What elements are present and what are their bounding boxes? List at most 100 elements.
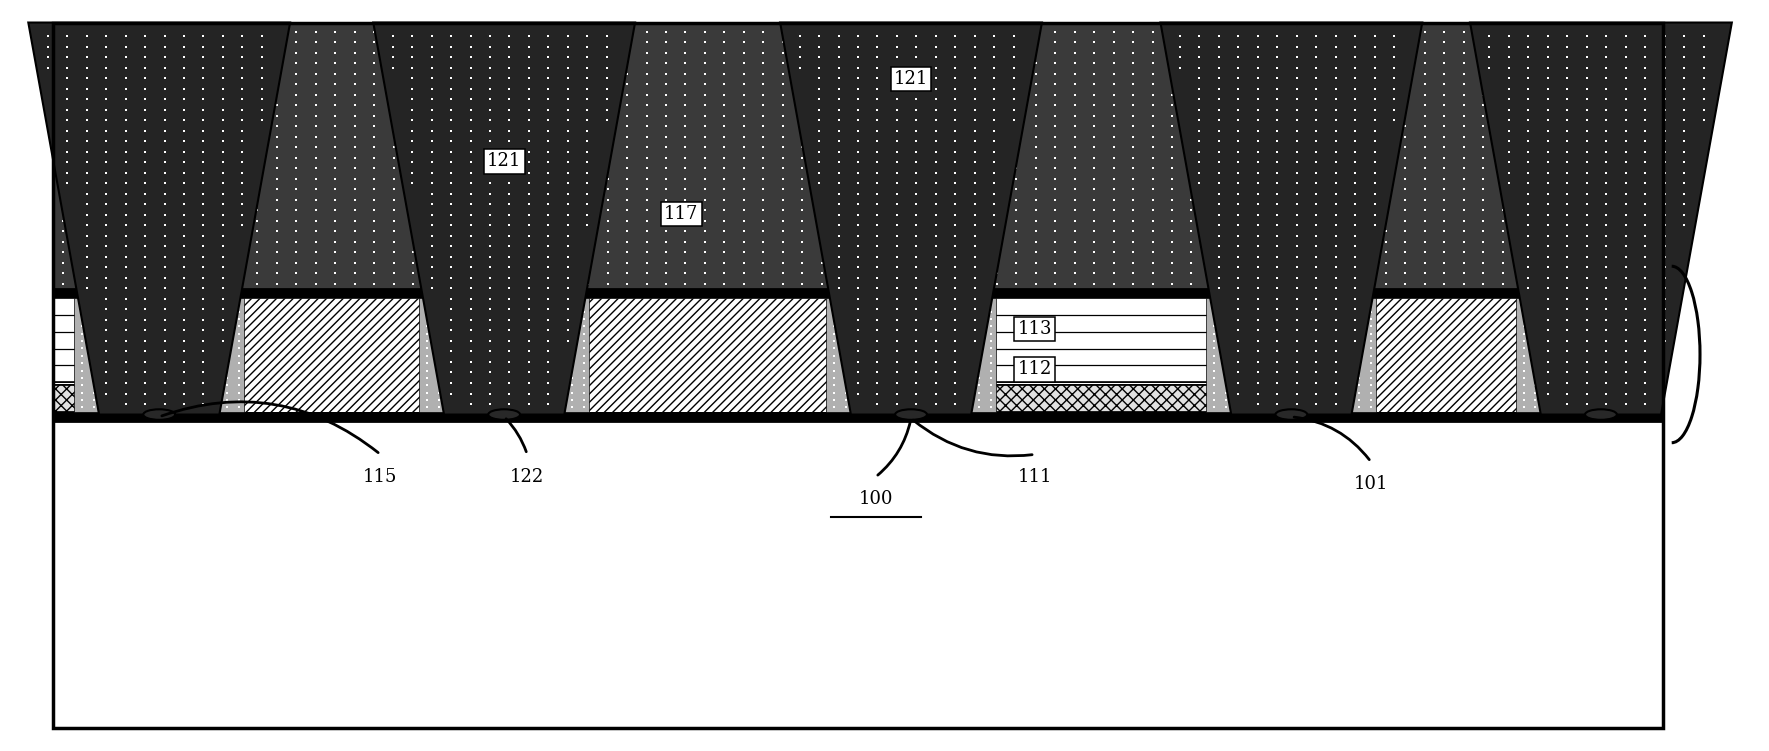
- Point: [750, 173, 778, 185]
- Point: [867, 57, 895, 69]
- Point: [945, 131, 973, 143]
- Point: [976, 401, 1005, 413]
- Point: [170, 324, 198, 336]
- Point: [478, 131, 506, 143]
- Point: [1178, 110, 1206, 122]
- Point: [458, 99, 486, 111]
- Point: [941, 177, 969, 189]
- Point: [883, 177, 911, 189]
- Point: [1495, 62, 1523, 74]
- Point: [1178, 47, 1206, 59]
- Point: [808, 141, 837, 153]
- Point: [824, 135, 853, 147]
- Point: [412, 306, 440, 318]
- Point: [1237, 110, 1265, 122]
- Point: [1631, 41, 1659, 53]
- Point: [398, 62, 426, 74]
- Point: [1263, 167, 1291, 179]
- Point: [1321, 377, 1350, 389]
- Point: [131, 62, 159, 74]
- Point: [1534, 345, 1562, 357]
- Point: [1256, 131, 1284, 143]
- Point: [1489, 162, 1518, 174]
- Point: [1224, 198, 1252, 210]
- Point: [536, 110, 564, 122]
- Point: [594, 110, 623, 122]
- Point: [984, 215, 1012, 227]
- Point: [212, 327, 241, 339]
- Point: [1302, 366, 1330, 379]
- Point: [1357, 327, 1385, 339]
- Point: [593, 62, 621, 74]
- Point: [147, 99, 173, 111]
- Point: [515, 41, 543, 53]
- Point: [439, 36, 467, 48]
- Point: [302, 89, 331, 101]
- Point: [1081, 152, 1109, 164]
- Point: [554, 104, 582, 116]
- Point: [108, 57, 136, 69]
- Point: [1553, 167, 1581, 179]
- Point: [789, 99, 817, 111]
- Point: [867, 68, 895, 80]
- Point: [1217, 278, 1245, 290]
- Point: [1521, 372, 1550, 384]
- Point: [1509, 246, 1537, 258]
- Point: [1061, 141, 1090, 153]
- Point: [1120, 173, 1148, 185]
- Point: [863, 230, 892, 242]
- Point: [302, 36, 331, 48]
- Point: [770, 278, 798, 290]
- Point: [1302, 209, 1330, 221]
- Point: [1120, 141, 1148, 153]
- Point: [1178, 215, 1206, 227]
- Point: [1534, 72, 1562, 84]
- Point: [1244, 314, 1272, 326]
- Point: [1431, 89, 1459, 101]
- Point: [1489, 26, 1518, 38]
- Point: [945, 215, 973, 227]
- Point: [1373, 236, 1401, 248]
- Point: [225, 99, 253, 111]
- Point: [980, 41, 1008, 53]
- Point: [1263, 177, 1291, 189]
- Point: [750, 204, 778, 216]
- Point: [73, 240, 101, 252]
- Point: [902, 41, 930, 53]
- Point: [170, 30, 198, 42]
- Point: [594, 89, 623, 101]
- Point: [1341, 83, 1369, 95]
- Point: [248, 83, 276, 95]
- Point: [867, 278, 895, 290]
- Point: [439, 120, 467, 132]
- Point: [456, 398, 485, 410]
- Point: [906, 68, 934, 80]
- Point: [1139, 110, 1168, 122]
- Point: [380, 267, 409, 279]
- Point: [147, 141, 173, 153]
- Point: [805, 114, 833, 126]
- Point: [1514, 104, 1543, 116]
- Point: [458, 267, 486, 279]
- Point: [283, 110, 311, 122]
- Point: [515, 366, 543, 379]
- Point: [1573, 282, 1601, 294]
- Point: [828, 152, 856, 164]
- Point: [1224, 219, 1252, 231]
- Point: [1489, 246, 1518, 258]
- Point: [108, 120, 136, 132]
- Point: [1553, 41, 1581, 53]
- Point: [922, 261, 950, 273]
- Point: [283, 278, 311, 290]
- Point: [108, 99, 136, 111]
- Point: [1244, 356, 1272, 368]
- Point: [554, 230, 582, 242]
- Point: [80, 327, 108, 339]
- Point: [48, 47, 78, 59]
- Point: [633, 194, 662, 206]
- Point: [555, 99, 584, 111]
- Point: [1553, 83, 1581, 95]
- Point: [111, 146, 140, 158]
- Point: [886, 110, 915, 122]
- Bar: [971, 385, 1231, 412]
